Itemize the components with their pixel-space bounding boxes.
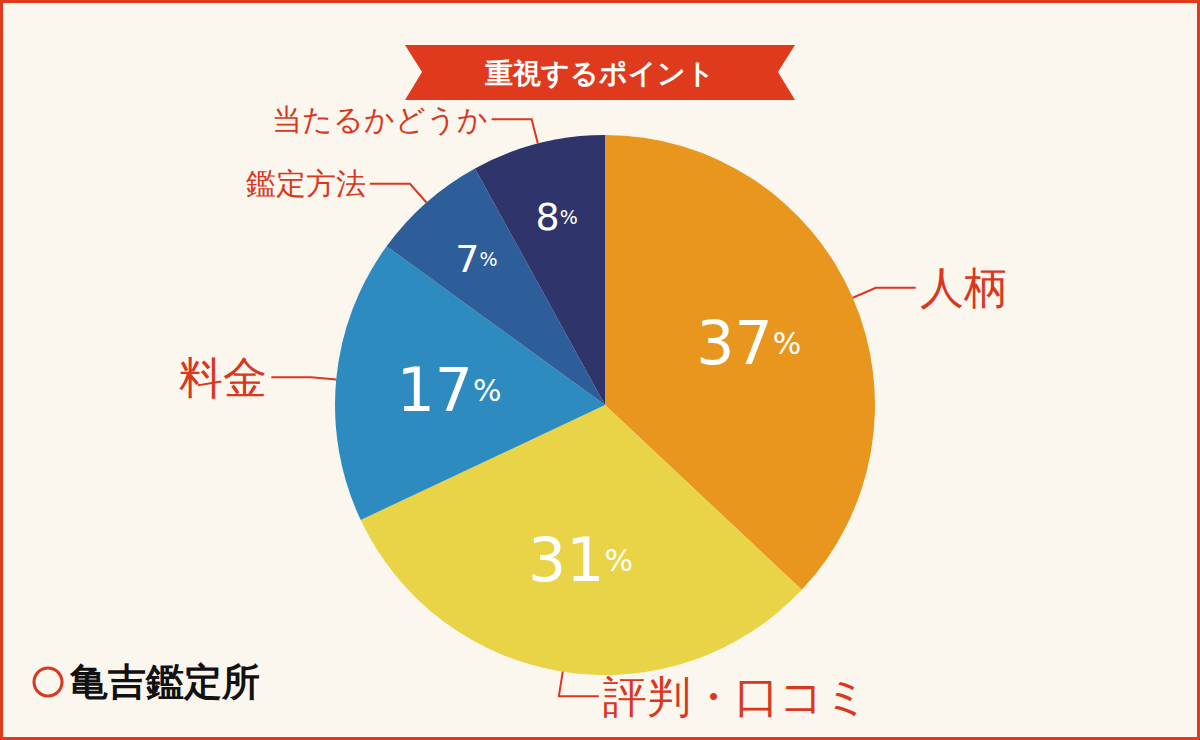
- svg-text:評判・口コミ: 評判・口コミ: [603, 671, 869, 722]
- svg-text:当たるかどうか: 当たるかどうか: [272, 102, 488, 137]
- svg-text:17%: 17%: [397, 355, 502, 425]
- svg-text:料金: 料金: [179, 352, 267, 403]
- svg-text:7%: 7%: [455, 237, 497, 281]
- svg-text:人柄: 人柄: [920, 262, 1008, 313]
- svg-text:31%: 31%: [528, 525, 633, 595]
- svg-text:鑑定方法: 鑑定方法: [246, 166, 366, 201]
- svg-text:亀吉鑑定所: 亀吉鑑定所: [69, 660, 260, 704]
- svg-text:8%: 8%: [536, 195, 578, 239]
- svg-text:重視するポイント: 重視するポイント: [484, 57, 715, 90]
- svg-text:37%: 37%: [696, 308, 801, 378]
